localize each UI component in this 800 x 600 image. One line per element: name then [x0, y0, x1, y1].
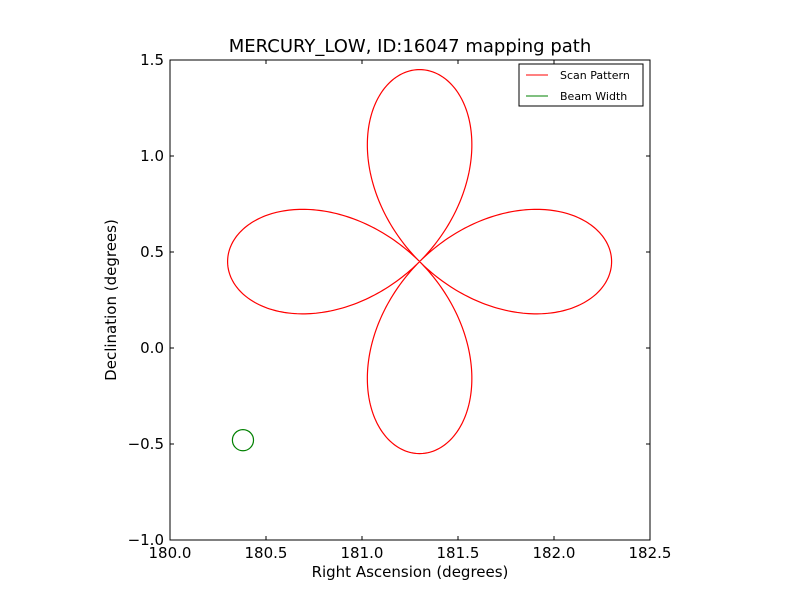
- plot-area: 180.0 180.5 181.0 181.5 182.0 182.5 −1.0 −0.5 0.…: [128, 51, 672, 562]
- x-tick-label: 182.5: [629, 544, 672, 562]
- series-layer: [226, 68, 613, 455]
- y-tick-label: 0.0: [140, 339, 164, 357]
- x-axis-label: Right Ascension (degrees): [312, 563, 509, 581]
- legend: Scan Pattern Beam Width: [518, 63, 644, 107]
- y-tick-label: 1.5: [140, 51, 164, 69]
- plot-frame: [169, 59, 651, 541]
- y-tick-label: −0.5: [128, 435, 164, 453]
- y-tick-label: 0.5: [140, 243, 164, 261]
- x-tick-label: 181.0: [341, 544, 384, 562]
- x-tick-label: 182.0: [533, 544, 576, 562]
- legend-box: [518, 63, 644, 107]
- legend-beam-width-label: Beam Width: [560, 90, 627, 103]
- scan-pattern-line: [226, 68, 613, 455]
- y-axis-label: Declination (degrees): [102, 219, 120, 381]
- x-tick-label: 180.0: [149, 544, 192, 562]
- x-tick-label: 181.5: [437, 544, 480, 562]
- x-tick-label: 180.5: [245, 544, 288, 562]
- y-tick-label: −1.0: [128, 531, 164, 549]
- beam-width-circle: [231, 429, 255, 452]
- legend-scan-pattern-label: Scan Pattern: [560, 69, 630, 82]
- chart-title: MERCURY_LOW, ID:16047 mapping path: [229, 36, 592, 57]
- ticks-layer: 180.0 180.5 181.0 181.5 182.0 182.5 −1.0 −0.5 0.…: [128, 51, 672, 562]
- y-tick-label: 1.0: [140, 147, 164, 165]
